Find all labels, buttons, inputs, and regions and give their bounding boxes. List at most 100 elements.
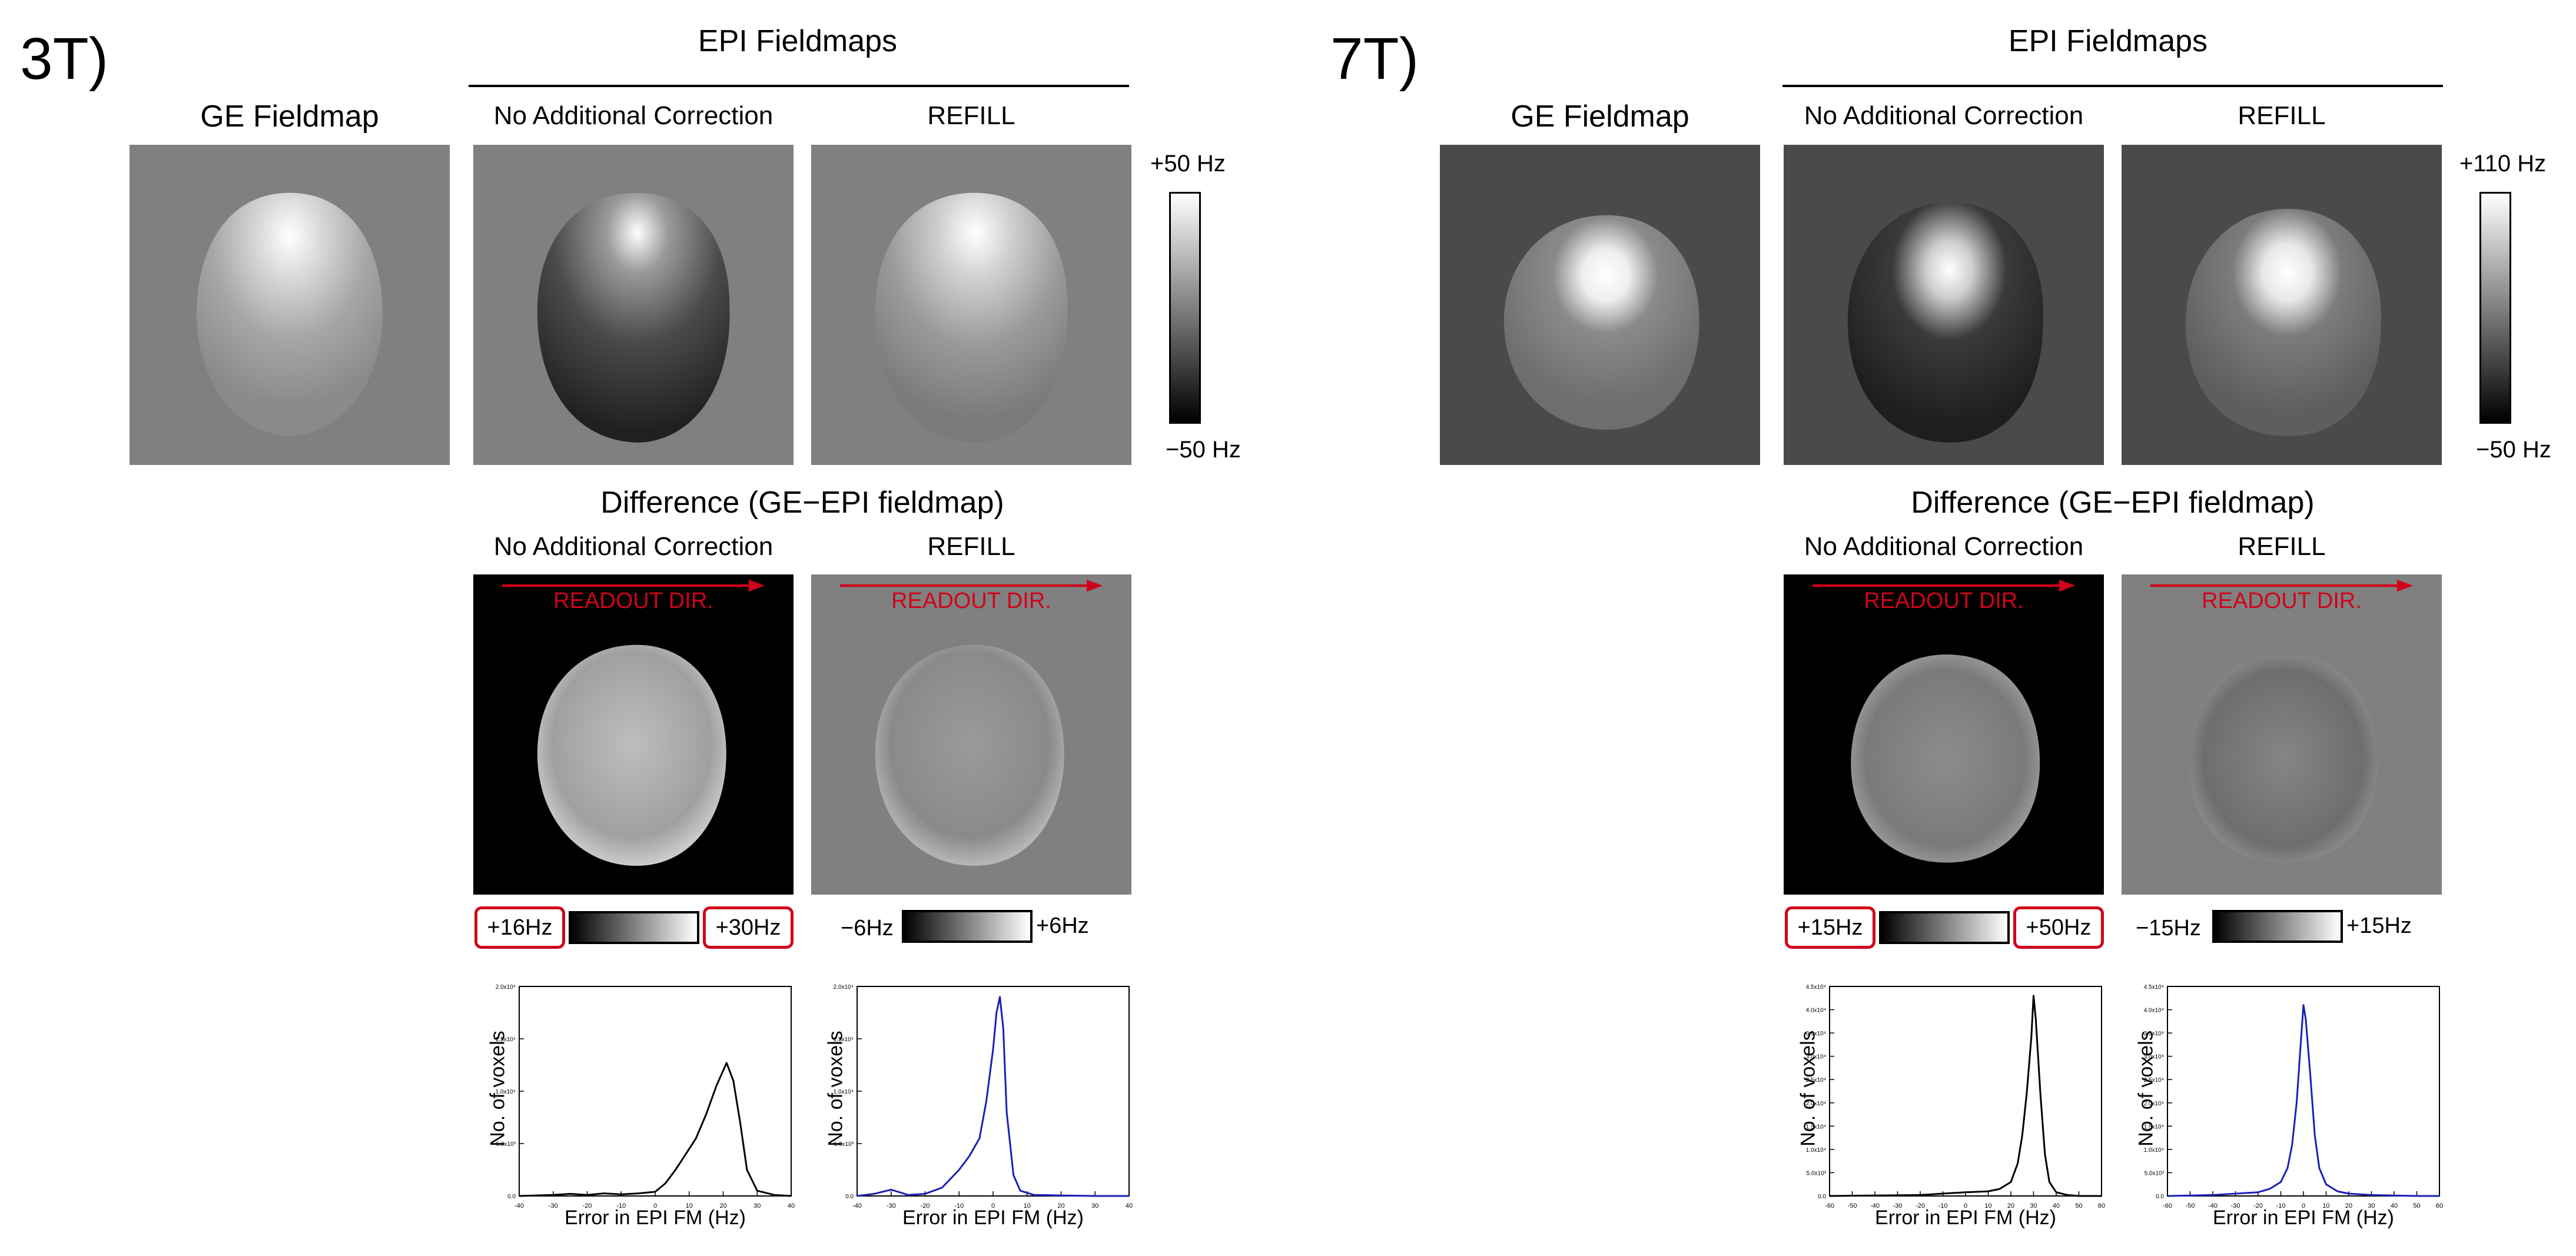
x-tick-label: 20: [2345, 1202, 2352, 1210]
y-tick-label: 4.5x10⁴: [1806, 984, 1826, 991]
x-tick-label: 40: [2053, 1202, 2060, 1210]
diff-cbar-low-label-3t: +16Hz: [474, 906, 565, 949]
y-tick-label: 1.0x10⁴: [1806, 1147, 1826, 1154]
diff-no-correction-image-3t: READOUT DIR.: [473, 574, 794, 895]
diff-cbar-low-label-7t: +15Hz: [1785, 906, 1875, 949]
fm-cbar-bottom-label-3t: −50 Hz: [1166, 437, 1241, 463]
x-tick-label: -10: [954, 1202, 964, 1210]
col-no-correction-title-3t: No Additional Correction: [493, 101, 774, 130]
brain-ge-7t: [1503, 215, 1699, 430]
brain-diff-refill-3t: [839, 579, 1103, 866]
y-tick-label: 1.5x10⁴: [834, 1036, 854, 1043]
brain-diff-nc-3t: [502, 579, 765, 866]
x-tick-label: 0: [1964, 1202, 1967, 1210]
difference-title-7t: Difference (GE−EPI fieldmap): [1911, 486, 2315, 520]
y-tick-label: 1.0x10⁴: [2144, 1147, 2164, 1154]
brain-epi-nc-3t: [537, 192, 730, 443]
fm-cbar-bottom-label-7t: −50 Hz: [2476, 437, 2551, 463]
x-tick-label: -60: [1825, 1202, 1834, 1210]
epi-fieldmap-no-correction-image-3t: [473, 145, 794, 465]
epi-fieldmaps-title-3t: EPI Fieldmaps: [698, 24, 898, 58]
y-tick-label: 3.0x10⁴: [1806, 1054, 1826, 1061]
epi-title-rule-7t: [1782, 85, 2443, 87]
x-tick-label: 0: [2302, 1202, 2305, 1210]
x-tick-label: -40: [852, 1202, 862, 1210]
y-tick-label: 0.0: [845, 1194, 854, 1200]
diff-cbar-high-label-3t: +30Hz: [703, 906, 794, 949]
col-no-correction-title-7t: No Additional Correction: [1804, 101, 2084, 130]
y-tick-label: 1.0x10⁴: [834, 1089, 854, 1095]
series-line: [2167, 1004, 2439, 1197]
histogram-svg: -40 -30 -20 -10 0 10 20 30 40 0.0 5.0x10³ 1.0x10⁴ 1.…: [496, 984, 795, 1210]
histogram-no-correction-7t: -60 -50 -40 -30 -20 -10 0 10 20 30 40 50 60 0.0 5.0x10…: [1781, 977, 2111, 1236]
hist-xlabel: Error in EPI FM (Hz): [1875, 1207, 2056, 1229]
diff-no-correction-image-7t: READOUT DIR.: [1784, 574, 2104, 895]
x-tick-label: 30: [2030, 1202, 2037, 1210]
histogram-no-correction-3t: -40 -30 -20 -10 0 10 20 30 40 0.0 5.0x10³ 1.0x10⁴ 1.…: [471, 977, 801, 1236]
ge-fieldmap-image-3t: [130, 145, 450, 465]
epi-fieldmap-no-correction-image-7t: [1784, 145, 2104, 465]
plot-frame: [2167, 986, 2440, 1197]
histogram-svg: -40 -30 -20 -10 0 10 20 30 40 0.0 5.0x10³ 1.0x10⁴ 1.…: [834, 984, 1133, 1210]
epi-fieldmap-refill-image-7t: [2122, 145, 2442, 465]
refill-cbar-low-label-7t: −15Hz: [2136, 916, 2201, 941]
diff-colorbar-no-correction-7t: [1879, 911, 2010, 944]
x-tick-label: 30: [753, 1202, 761, 1210]
y-tick-label: 5.0x10³: [834, 1141, 854, 1148]
y-tick-label: 2.5x10⁴: [1806, 1077, 1826, 1084]
y-tick-label: 1.5x10⁴: [1806, 1124, 1826, 1130]
diff-col-refill-title-3t: REFILL: [927, 532, 1015, 561]
x-tick-label: 10: [2322, 1202, 2329, 1210]
series-line: [857, 996, 1129, 1197]
x-tick-label: -20: [1916, 1202, 1925, 1210]
fm-colorbar-3t: [1169, 192, 1201, 424]
x-tick-label: -10: [1938, 1202, 1948, 1210]
x-tick-label: -40: [2208, 1202, 2218, 1210]
diff-colorbar-refill-7t: [2212, 910, 2343, 943]
histogram-svg: -60 -50 -40 -30 -20 -10 0 10 20 30 40 50 60 0.0 5.0x10…: [2144, 984, 2443, 1210]
x-tick-label: 50: [2075, 1202, 2082, 1210]
panel-label-7t: 7T): [1330, 26, 1419, 92]
y-tick-label: 3.0x10⁴: [2144, 1054, 2164, 1061]
series-line: [1829, 995, 2102, 1197]
x-tick-label: -50: [1848, 1202, 1857, 1210]
fm-colorbar-7t: [2479, 192, 2511, 424]
epi-fieldmap-refill-image-3t: [811, 145, 1131, 465]
y-tick-label: 5.0x10³: [2145, 1170, 2165, 1177]
x-tick-label: 20: [2007, 1202, 2014, 1210]
diff-colorbar-refill-3t: [902, 910, 1033, 943]
y-tick-label: 0.0: [1818, 1194, 1826, 1200]
x-tick-label: 50: [2413, 1202, 2420, 1210]
col-refill-title-3t: REFILL: [927, 101, 1015, 130]
hist-xlabel: Error in EPI FM (Hz): [2213, 1207, 2394, 1229]
y-tick-label: 2.5x10⁴: [2144, 1077, 2164, 1084]
x-tick-label: -40: [514, 1202, 524, 1210]
x-tick-label: -20: [921, 1202, 930, 1210]
readout-direction-label: READOUT DIR.: [891, 589, 1051, 613]
y-tick-label: 0.0: [2156, 1194, 2164, 1200]
x-tick-label: 60: [2436, 1202, 2443, 1210]
brain-ge-3t: [196, 192, 383, 437]
ge-fieldmap-image-7t: [1440, 145, 1760, 465]
hist-xlabel: Error in EPI FM (Hz): [902, 1207, 1084, 1229]
x-tick-label: -20: [2253, 1202, 2263, 1210]
plot-frame: [857, 986, 1130, 1197]
diff-colorbar-no-correction-3t: [569, 911, 699, 944]
hist-xlabel: Error in EPI FM (Hz): [565, 1207, 746, 1229]
refill-cbar-low-label-3t: −6Hz: [841, 916, 894, 941]
y-tick-label: 1.5x10⁴: [496, 1036, 516, 1043]
x-tick-label: -20: [583, 1202, 592, 1210]
brain-diff-nc-7t: [1812, 579, 2076, 863]
x-tick-label: -50: [2186, 1202, 2195, 1210]
hist-ylabel: No. of voxels: [486, 1031, 509, 1147]
readout-direction-label: READOUT DIR.: [553, 589, 713, 613]
y-tick-label: 5.0x10³: [1807, 1170, 1827, 1177]
brain-epi-nc-7t: [1847, 202, 2043, 443]
epi-title-rule-3t: [469, 85, 1129, 87]
readout-direction-label: READOUT DIR.: [2202, 589, 2362, 613]
diff-cbar-high-label-7t: +50Hz: [2013, 906, 2104, 949]
panel-label-3t: 3T): [20, 26, 108, 92]
x-tick-label: 30: [1091, 1202, 1098, 1210]
x-tick-label: 10: [1984, 1202, 1991, 1210]
plot-frame: [1829, 986, 2102, 1197]
